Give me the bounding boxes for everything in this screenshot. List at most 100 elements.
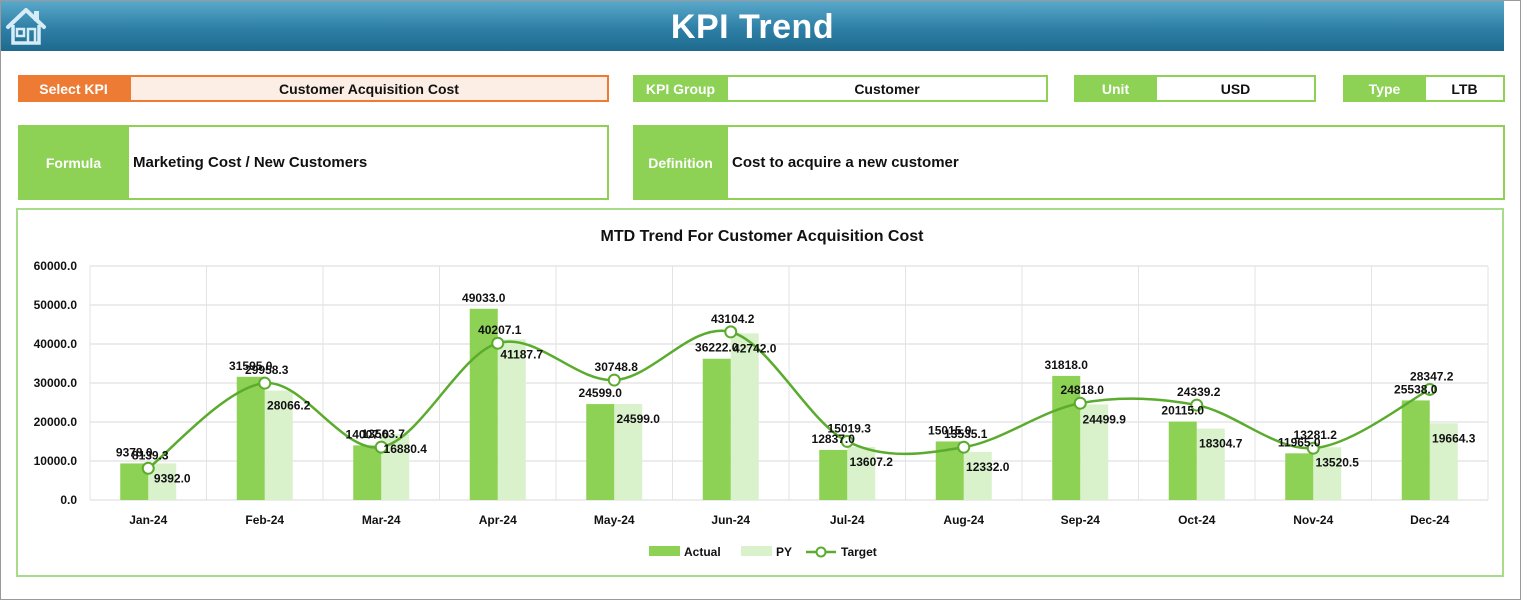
data-label-actual: 36222.0 (695, 341, 739, 355)
target-marker (1306, 441, 1320, 455)
bar-py (963, 451, 992, 500)
header-bar: KPI Trend (1, 1, 1504, 51)
x-tick-label: Jul-24 (830, 513, 865, 527)
x-tick-label: Mar-24 (362, 513, 401, 527)
definition-value: Cost to acquire a new customer (726, 125, 1505, 200)
x-tick-label: Aug-24 (943, 513, 984, 527)
data-label-target: 13535.1 (944, 427, 988, 441)
data-label-py: 24599.0 (617, 412, 661, 426)
data-label-target: 29958.3 (245, 363, 289, 377)
data-label-py: 12332.0 (966, 460, 1010, 474)
page-title: KPI Trend (670, 8, 835, 46)
data-label-target: 30748.8 (595, 360, 639, 374)
data-label-actual: 9378.0 (116, 445, 153, 459)
legend-label-actual: Actual (684, 545, 721, 559)
definition-label: Definition (633, 125, 728, 200)
home-icon[interactable] (5, 5, 47, 47)
data-label-actual: 25538.0 (1394, 382, 1438, 396)
y-tick-label: 50000.0 (34, 298, 78, 312)
bar-actual (819, 449, 848, 500)
data-label-target: 13281.2 (1294, 428, 1338, 442)
data-label-actual: 15015.0 (928, 423, 972, 437)
x-tick-label: Jun-24 (711, 513, 750, 527)
target-marker (1423, 382, 1437, 396)
formula-value: Marketing Cost / New Customers (127, 125, 609, 200)
select-kpi-dropdown[interactable]: Customer Acquisition Cost (129, 75, 609, 102)
data-label-py: 13607.2 (850, 455, 894, 469)
x-tick-label: Dec-24 (1410, 513, 1450, 527)
bar-py (264, 390, 293, 500)
x-tick-label: Apr-24 (479, 513, 517, 527)
kpi-group-label: KPI Group (633, 75, 728, 102)
data-label-py: 42742.0 (733, 341, 777, 355)
bar-py (730, 333, 759, 500)
legend-label-py: PY (776, 545, 792, 559)
data-label-actual: 20115.0 (1161, 404, 1204, 418)
y-tick-label: 30000.0 (34, 376, 78, 390)
bar-actual (236, 376, 265, 500)
data-label-py: 28066.2 (267, 399, 311, 413)
unit-value: USD (1155, 75, 1316, 102)
x-tick-label: Feb-24 (245, 513, 284, 527)
data-label-py: 13520.5 (1316, 455, 1360, 469)
legend-swatch-actual (649, 546, 680, 556)
x-tick-label: Oct-24 (1178, 513, 1216, 527)
bar-py (1196, 428, 1225, 500)
bar-py (1080, 404, 1109, 500)
y-tick-label: 10000.0 (34, 454, 78, 468)
type-value: LTB (1424, 75, 1505, 102)
bar-actual (1285, 453, 1314, 500)
data-label-target: 8139.3 (132, 448, 169, 462)
data-label-py: 9392.0 (154, 471, 191, 485)
y-tick-label: 60000.0 (34, 259, 78, 273)
bar-actual (586, 404, 615, 500)
y-tick-label: 0.0 (60, 493, 77, 507)
bar-py (847, 446, 876, 500)
target-marker (607, 373, 621, 387)
type-label: Type (1343, 75, 1426, 102)
data-label-target: 43104.2 (711, 312, 755, 326)
target-marker (957, 440, 971, 454)
data-label-py: 41187.7 (500, 347, 543, 361)
legend-label-target: Target (841, 545, 877, 559)
target-marker (724, 325, 738, 339)
y-tick-label: 40000.0 (34, 337, 78, 351)
target-marker (840, 434, 854, 448)
data-label-actual: 49033.0 (462, 291, 506, 305)
data-label-target: 13563.7 (362, 427, 406, 441)
bar-actual (1168, 421, 1197, 500)
data-label-actual: 14007.0 (346, 427, 390, 441)
data-label-py: 16880.4 (384, 442, 428, 456)
bar-actual (1052, 375, 1081, 500)
y-tick-label: 20000.0 (34, 415, 78, 429)
bar-py (497, 339, 526, 500)
data-label-actual: 31818.0 (1045, 358, 1089, 372)
data-label-py: 19664.3 (1432, 431, 1476, 445)
target-marker (1073, 396, 1087, 410)
x-tick-label: Sep-24 (1061, 513, 1101, 527)
kpi-group-value: Customer (726, 75, 1048, 102)
legend-marker-target (815, 546, 827, 558)
target-marker (141, 461, 155, 475)
data-label-target: 40207.1 (478, 323, 522, 337)
formula-label: Formula (18, 125, 129, 200)
data-label-target: 24339.2 (1177, 385, 1221, 399)
bar-py (614, 404, 643, 500)
bar-actual (353, 445, 382, 500)
bar-actual (702, 358, 731, 500)
chart-container (16, 208, 1504, 577)
bar-py (1429, 423, 1458, 500)
x-tick-label: Nov-24 (1293, 513, 1333, 527)
legend-swatch-py (741, 546, 772, 556)
data-label-actual: 12837.0 (812, 432, 856, 446)
data-label-target: 24818.0 (1061, 383, 1105, 397)
data-label-actual: 24599.0 (579, 386, 623, 400)
data-label-actual: 11965.0 (1278, 435, 1321, 449)
data-label-target: 28347.2 (1410, 369, 1454, 383)
target-marker (258, 376, 272, 390)
select-kpi-label: Select KPI (18, 75, 129, 102)
bar-py (1313, 447, 1342, 500)
data-label-actual: 31595.0 (229, 359, 273, 373)
target-marker (491, 336, 505, 350)
